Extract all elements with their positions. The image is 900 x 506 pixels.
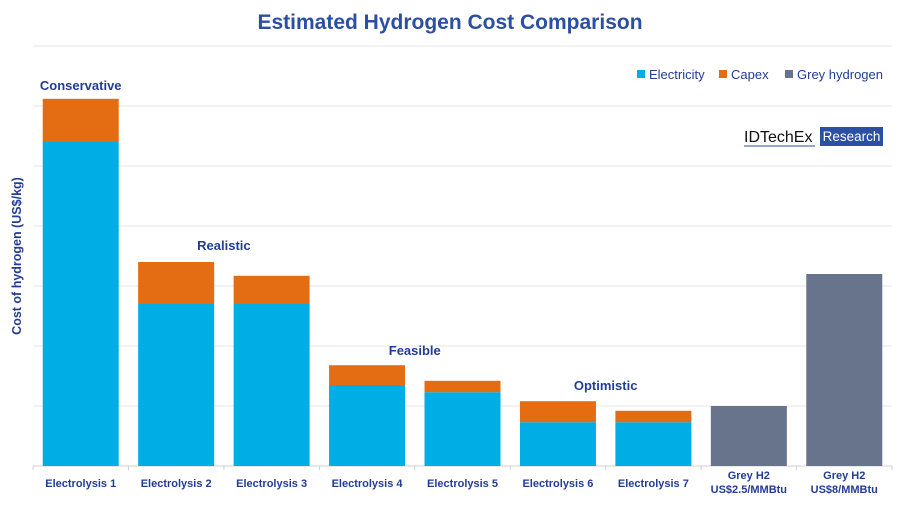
x-tick-label: Grey H2 [823,470,865,482]
bar-electricity [329,385,406,466]
y-axis-label: Cost of hydrogen (US$/kg) [10,177,24,335]
bar-electricity [615,422,692,466]
x-tick-label: Electrolysis 7 [618,478,689,490]
bar-electricity [138,304,215,466]
annotation-label: Realistic [197,238,250,253]
legend-label: Grey hydrogen [797,67,883,82]
legend-swatch [719,70,727,78]
bar-electricity [42,142,119,466]
x-tick-label: US$2.5/MMBtu [711,484,787,496]
x-tick-label: Electrolysis 2 [141,478,212,490]
bar-grey-hydrogen [710,406,787,466]
bar-capex [42,98,119,142]
bar-capex [615,410,692,423]
x-tick-label: Electrolysis 1 [45,478,116,490]
x-tick-label: Electrolysis 3 [236,478,307,490]
bar-capex [138,262,215,304]
bar-electricity [519,422,596,466]
bar-capex [424,380,501,393]
bar-grey-hydrogen [806,274,883,466]
idtechex-logo: IDTechEx Research [744,127,883,147]
annotation-label: Optimistic [574,378,638,393]
bar-electricity [233,304,310,466]
legend-label: Capex [731,67,769,82]
chart-title: Estimated Hydrogen Cost Comparison [257,11,642,34]
x-tick-label: Electrolysis 6 [522,478,593,490]
logo-name: IDTechEx [744,129,812,146]
annotation-label: Conservative [40,78,122,93]
legend-swatch [637,70,645,78]
x-tick-label: US$8/MMBtu [811,484,878,496]
x-tick-label: Electrolysis 4 [332,478,404,490]
bar-capex [329,365,406,385]
x-tick-label: Electrolysis 5 [427,478,498,490]
x-tick-label: Grey H2 [728,470,770,482]
legend-label: Electricity [649,67,705,82]
legend-swatch [785,70,793,78]
logo-tag: Research [823,129,881,144]
bar-capex [519,401,596,423]
bar-capex [233,275,310,304]
bar-electricity [424,392,501,466]
annotation-label: Feasible [389,343,441,358]
